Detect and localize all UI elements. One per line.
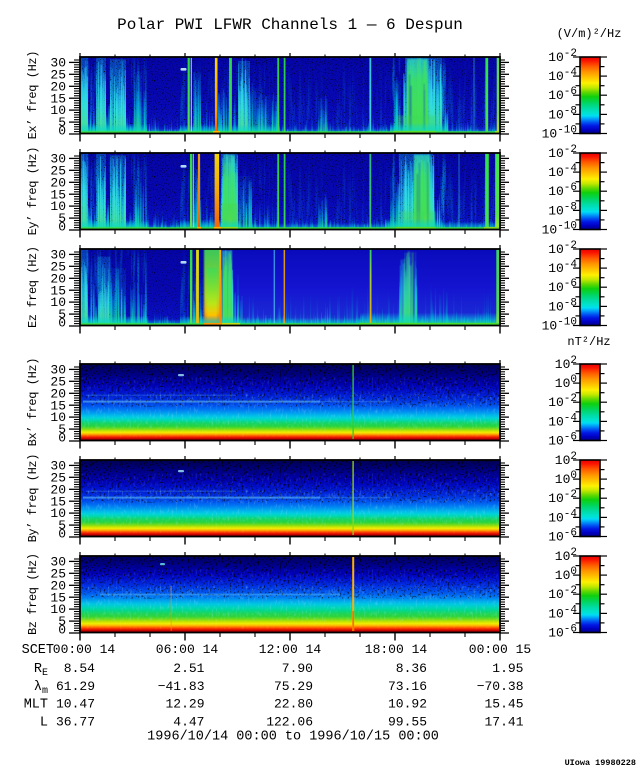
svg-text:20: 20 <box>50 79 66 94</box>
svg-text:Bx’ freq (Hz): Bx’ freq (Hz) <box>26 358 40 446</box>
svg-text:20: 20 <box>50 175 66 190</box>
svg-text:25: 25 <box>50 67 66 82</box>
svg-text:Bz freq (Hz): Bz freq (Hz) <box>26 553 40 635</box>
svg-text:30: 30 <box>50 152 66 167</box>
svg-text:10: 10 <box>50 602 66 617</box>
svg-text:10: 10 <box>50 506 66 521</box>
svg-text:15.45: 15.45 <box>484 697 523 712</box>
svg-text:99.55: 99.55 <box>388 715 427 730</box>
svg-text:00:00 14: 00:00 14 <box>53 642 116 657</box>
svg-text:10: 10 <box>50 199 66 214</box>
svg-text:4.47: 4.47 <box>173 715 204 730</box>
svg-text:06:00 14: 06:00 14 <box>156 642 219 657</box>
svg-text:20: 20 <box>50 578 66 593</box>
svg-text:−41.83: −41.83 <box>158 679 205 694</box>
svg-text:17.41: 17.41 <box>484 715 523 730</box>
svg-text:0: 0 <box>58 316 66 331</box>
svg-text:5: 5 <box>58 307 66 322</box>
svg-text:8.54: 8.54 <box>64 661 95 676</box>
svg-text:25: 25 <box>50 566 66 581</box>
svg-text:Ex’ freq (Hz): Ex’ freq (Hz) <box>26 51 40 139</box>
svg-text:30: 30 <box>50 459 66 474</box>
svg-text:0: 0 <box>58 431 66 446</box>
svg-text:10: 10 <box>50 295 66 310</box>
svg-text:12:00 14: 12:00 14 <box>259 642 322 657</box>
svg-text:5: 5 <box>58 422 66 437</box>
svg-text:Ez freq (Hz): Ez freq (Hz) <box>26 246 40 328</box>
svg-text:18:00 14: 18:00 14 <box>365 642 428 657</box>
svg-text:20: 20 <box>50 271 66 286</box>
svg-text:0: 0 <box>58 124 66 139</box>
svg-text:0: 0 <box>58 623 66 638</box>
svg-text:36.77: 36.77 <box>56 715 95 730</box>
svg-text:SCET: SCET <box>22 643 54 658</box>
svg-text:22.80: 22.80 <box>274 697 313 712</box>
svg-text:20: 20 <box>50 482 66 497</box>
svg-text:30: 30 <box>50 555 66 570</box>
svg-text:25: 25 <box>50 470 66 485</box>
svg-text:10.92: 10.92 <box>388 697 427 712</box>
svg-text:25: 25 <box>50 259 66 274</box>
svg-text:25: 25 <box>50 163 66 178</box>
svg-text:5: 5 <box>58 518 66 533</box>
svg-text:7.90: 7.90 <box>282 661 313 676</box>
svg-text:15: 15 <box>50 494 66 509</box>
svg-text:20: 20 <box>50 386 66 401</box>
svg-text:00:00 15: 00:00 15 <box>469 642 531 657</box>
svg-text:15: 15 <box>50 398 66 413</box>
svg-text:5: 5 <box>58 115 66 130</box>
svg-text:15: 15 <box>50 590 66 605</box>
svg-text:75.29: 75.29 <box>274 679 313 694</box>
svg-text:(V/m)²/Hz: (V/m)²/Hz <box>557 27 622 41</box>
svg-text:L: L <box>40 716 48 731</box>
svg-text:2.51: 2.51 <box>173 661 204 676</box>
svg-text:61.29: 61.29 <box>56 679 95 694</box>
svg-text:UIowa 19980228: UIowa 19980228 <box>565 758 636 768</box>
svg-text:nT²/Hz: nT²/Hz <box>567 335 610 349</box>
svg-text:1996/10/14 00:00 to 1996/10/15: 1996/10/14 00:00 to 1996/10/15 00:00 <box>147 730 439 745</box>
svg-text:12.29: 12.29 <box>165 697 204 712</box>
svg-text:−70.38: −70.38 <box>477 679 524 694</box>
svg-text:Ey’ freq (Hz): Ey’ freq (Hz) <box>26 147 40 235</box>
svg-text:5: 5 <box>58 614 66 629</box>
svg-text:10.47: 10.47 <box>56 697 95 712</box>
svg-text:30: 30 <box>50 363 66 378</box>
svg-text:1.95: 1.95 <box>492 661 523 676</box>
svg-text:30: 30 <box>50 56 66 71</box>
svg-text:10: 10 <box>50 410 66 425</box>
svg-text:5: 5 <box>58 211 66 226</box>
svg-text:8.36: 8.36 <box>396 661 427 676</box>
svg-text:10: 10 <box>50 103 66 118</box>
svg-text:0: 0 <box>58 220 66 235</box>
svg-text:15: 15 <box>50 91 66 106</box>
svg-text:73.16: 73.16 <box>388 679 427 694</box>
svg-text:MLT: MLT <box>24 698 48 713</box>
svg-text:15: 15 <box>50 187 66 202</box>
svg-text:15: 15 <box>50 283 66 298</box>
svg-text:Polar PWI LFWR Channels 1 — 6: Polar PWI LFWR Channels 1 — 6 Despun <box>117 16 463 34</box>
svg-text:0: 0 <box>58 527 66 542</box>
svg-text:30: 30 <box>50 248 66 263</box>
svg-text:By’ freq (Hz): By’ freq (Hz) <box>26 454 40 542</box>
svg-text:25: 25 <box>50 374 66 389</box>
svg-text:122.06: 122.06 <box>266 715 313 730</box>
